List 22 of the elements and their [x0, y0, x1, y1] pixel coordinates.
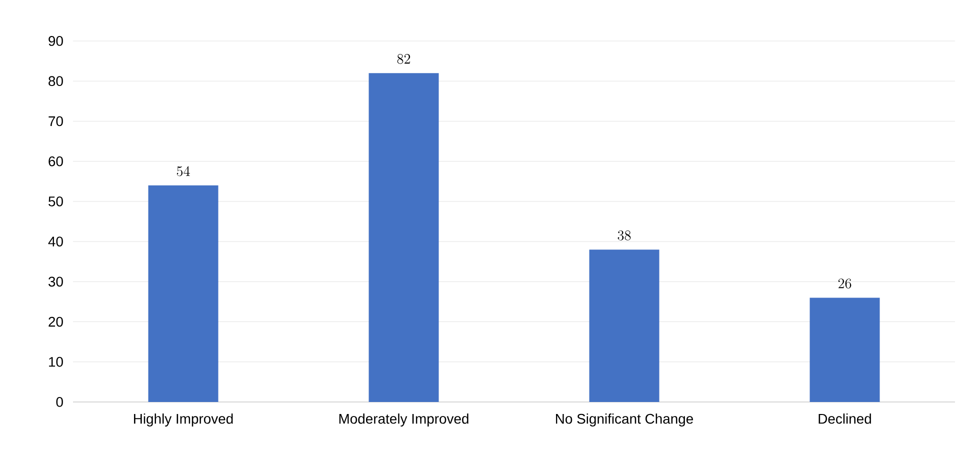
y-tick-label: 30: [48, 276, 63, 287]
bar: [589, 250, 660, 402]
y-tick-label: 40: [48, 236, 63, 246]
x-tick-label: Moderately Improved: [339, 414, 468, 426]
y-tick-label: 0: [56, 397, 63, 407]
y-tick-label: 50: [48, 196, 63, 206]
data-label: 54: [176, 166, 190, 176]
x-tick-label: No Significant Change: [556, 414, 693, 426]
y-tick-label: 70: [48, 116, 63, 126]
bar: [810, 298, 880, 402]
data-label: 26: [838, 278, 852, 288]
y-tick-label: 80: [48, 76, 63, 86]
y-tick-label: 20: [48, 316, 63, 327]
bar: [368, 73, 439, 402]
x-tick-label: Declined: [818, 414, 871, 424]
y-tick-label: 90: [48, 36, 63, 46]
x-tick-label: Highly Improved: [134, 414, 233, 426]
data-label: 38: [618, 230, 631, 240]
data-label: 82: [397, 54, 410, 64]
bar: [148, 185, 218, 402]
y-tick-label: 60: [48, 156, 63, 166]
y-tick-label: 10: [49, 356, 63, 367]
